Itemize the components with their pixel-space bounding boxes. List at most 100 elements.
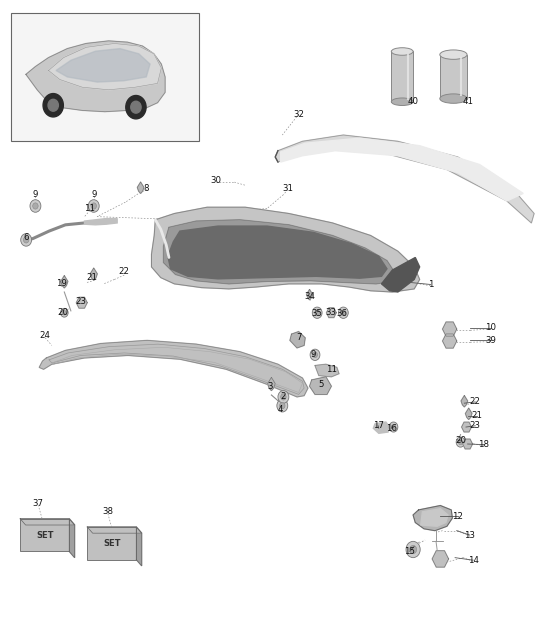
Circle shape <box>131 101 141 113</box>
Polygon shape <box>382 257 420 292</box>
Text: 15: 15 <box>404 547 415 556</box>
Text: 30: 30 <box>210 176 221 185</box>
Circle shape <box>389 422 398 432</box>
Polygon shape <box>310 377 331 394</box>
Text: 9: 9 <box>33 190 38 199</box>
Circle shape <box>338 307 348 318</box>
Polygon shape <box>443 322 457 336</box>
Polygon shape <box>90 268 98 280</box>
Polygon shape <box>413 506 452 531</box>
Text: 37: 37 <box>33 499 44 508</box>
Circle shape <box>312 307 322 318</box>
Polygon shape <box>49 43 161 90</box>
Polygon shape <box>76 297 87 308</box>
Text: 21: 21 <box>86 273 97 282</box>
Bar <box>440 55 467 99</box>
Text: 38: 38 <box>102 507 113 516</box>
Bar <box>391 51 413 102</box>
Ellipse shape <box>440 94 467 103</box>
Polygon shape <box>443 334 457 348</box>
Polygon shape <box>164 220 395 284</box>
Circle shape <box>341 310 346 315</box>
Text: 8: 8 <box>143 184 149 193</box>
Polygon shape <box>461 396 468 407</box>
Text: 1: 1 <box>428 280 433 289</box>
Polygon shape <box>290 332 305 348</box>
Text: 36: 36 <box>337 310 348 318</box>
Circle shape <box>63 310 66 315</box>
Polygon shape <box>462 422 471 432</box>
Text: 35: 35 <box>312 310 323 318</box>
Text: 41: 41 <box>462 97 473 106</box>
Circle shape <box>391 425 396 430</box>
Circle shape <box>48 99 58 111</box>
Text: 22: 22 <box>119 267 130 276</box>
Text: 4: 4 <box>278 405 283 414</box>
Polygon shape <box>275 135 534 223</box>
Text: 22: 22 <box>470 398 481 406</box>
Text: 11: 11 <box>84 204 95 213</box>
Text: 33: 33 <box>326 308 337 317</box>
Text: SET: SET <box>103 539 120 548</box>
Circle shape <box>277 399 288 412</box>
Circle shape <box>410 545 417 554</box>
Text: 34: 34 <box>304 292 315 301</box>
Circle shape <box>280 403 285 409</box>
Text: 21: 21 <box>471 411 482 420</box>
Polygon shape <box>326 308 336 318</box>
Circle shape <box>126 95 146 119</box>
Bar <box>87 527 136 560</box>
Circle shape <box>60 308 68 317</box>
Text: 19: 19 <box>56 279 66 288</box>
Text: 18: 18 <box>479 440 489 449</box>
Polygon shape <box>281 138 523 201</box>
Circle shape <box>281 394 286 400</box>
Circle shape <box>23 237 29 243</box>
Text: 23: 23 <box>470 421 481 430</box>
Text: 31: 31 <box>282 184 293 193</box>
Circle shape <box>456 437 465 447</box>
Polygon shape <box>373 422 390 433</box>
Text: 11: 11 <box>326 365 337 374</box>
Ellipse shape <box>391 48 413 55</box>
Text: SET: SET <box>36 531 53 539</box>
Polygon shape <box>463 439 473 449</box>
Polygon shape <box>26 41 165 112</box>
Text: 20: 20 <box>57 308 68 317</box>
Circle shape <box>315 310 319 315</box>
Text: 24: 24 <box>40 332 51 340</box>
Polygon shape <box>432 551 449 567</box>
Text: 32: 32 <box>293 110 304 119</box>
Polygon shape <box>421 509 448 526</box>
Text: 10: 10 <box>485 323 496 332</box>
Circle shape <box>30 200 41 212</box>
Polygon shape <box>152 207 420 292</box>
Circle shape <box>88 200 99 212</box>
Circle shape <box>458 440 463 445</box>
Ellipse shape <box>391 98 413 106</box>
Polygon shape <box>136 527 142 566</box>
Text: 9: 9 <box>310 350 316 359</box>
Text: 20: 20 <box>455 436 466 445</box>
Circle shape <box>43 94 63 117</box>
Circle shape <box>313 352 317 358</box>
Text: 6: 6 <box>23 233 29 242</box>
Polygon shape <box>315 364 339 377</box>
Circle shape <box>278 391 289 403</box>
Polygon shape <box>168 226 387 279</box>
Polygon shape <box>465 408 472 420</box>
Text: 7: 7 <box>296 333 301 342</box>
Text: 3: 3 <box>267 382 272 391</box>
Text: 23: 23 <box>75 297 86 306</box>
Polygon shape <box>84 219 117 225</box>
Text: 14: 14 <box>468 556 479 565</box>
Circle shape <box>21 234 32 246</box>
Text: 9: 9 <box>91 190 96 199</box>
Bar <box>11 13 199 141</box>
Text: 12: 12 <box>452 512 463 521</box>
Polygon shape <box>39 340 308 397</box>
Bar <box>20 519 69 551</box>
Polygon shape <box>268 377 275 391</box>
Polygon shape <box>306 290 312 300</box>
Ellipse shape <box>440 50 467 59</box>
